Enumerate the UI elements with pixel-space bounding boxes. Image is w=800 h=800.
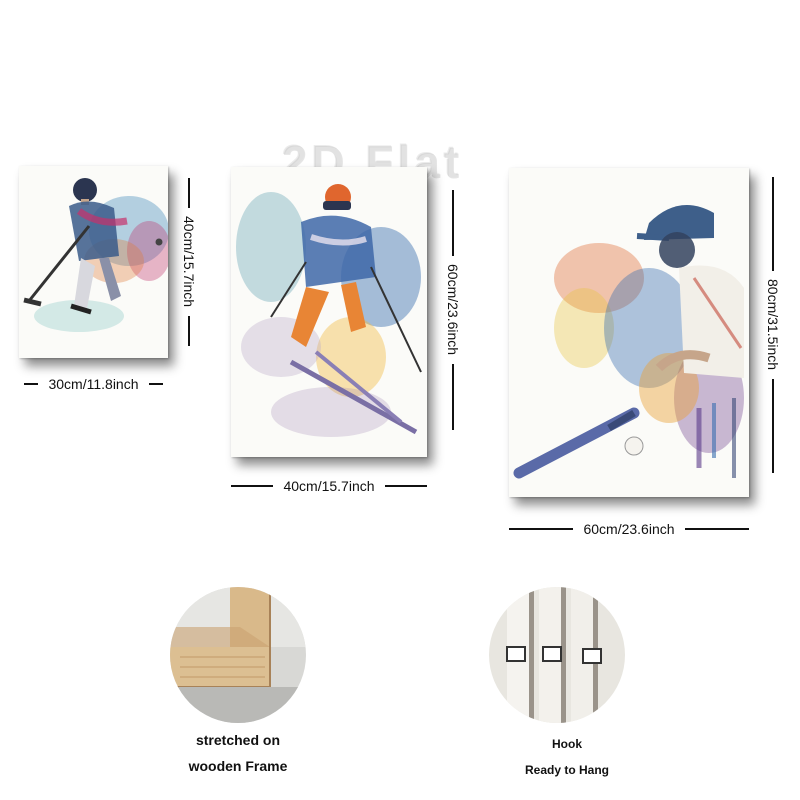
dimension-line	[772, 177, 774, 272]
baseball-print	[509, 168, 749, 497]
wooden-frame-caption-line1: stretched on	[195, 732, 280, 748]
dimension-line	[772, 378, 774, 473]
dimension-line	[452, 190, 454, 257]
hockey-width-label: 30cm/11.8inch	[48, 376, 139, 392]
hook-image	[489, 587, 625, 723]
wooden-frame-caption-line2: wooden Frame	[188, 758, 288, 774]
baseball-height-label: 80cm/31.5inch	[765, 279, 781, 371]
dimension-line	[384, 485, 427, 487]
hockey-height-dimension: 40cm/15.7inch	[179, 166, 199, 358]
skier-print	[231, 167, 427, 457]
dimension-line	[188, 178, 190, 209]
hook-photo	[489, 587, 625, 723]
hook-caption: Hook Ready to Hang	[477, 736, 657, 778]
skier-height-dimension: 60cm/23.6inch	[443, 163, 463, 457]
hockey-height-label: 40cm/15.7inch	[181, 216, 197, 308]
dimension-line	[188, 315, 190, 346]
dimension-line	[148, 383, 163, 385]
dimension-line	[24, 383, 39, 385]
wooden-frame-image	[170, 587, 306, 723]
skier-width-dimension: 40cm/15.7inch	[231, 476, 427, 496]
dimension-line	[452, 363, 454, 430]
baseball-width-dimension: 60cm/23.6inch	[509, 519, 749, 539]
dimension-line	[509, 528, 574, 530]
hook-caption-line2: Ready to Hang	[524, 763, 609, 777]
hook-caption-line1: Hook	[552, 737, 582, 751]
skier-height-label: 60cm/23.6inch	[445, 264, 461, 356]
skier-width-label: 40cm/15.7inch	[283, 478, 375, 494]
wooden-frame-caption: stretched on wooden Frame	[150, 730, 326, 776]
hockey-player-illustration	[19, 166, 168, 358]
wooden-frame-photo	[170, 587, 306, 723]
skier-illustration	[231, 167, 427, 457]
hockey-width-dimension: 30cm/11.8inch	[19, 374, 168, 394]
baseball-height-dimension: 80cm/31.5inch	[763, 152, 783, 498]
hockey-print	[19, 166, 168, 358]
baseball-width-label: 60cm/23.6inch	[583, 521, 675, 537]
dimension-line	[684, 528, 749, 530]
baseball-batter-illustration	[509, 168, 749, 497]
dimension-line	[231, 485, 274, 487]
